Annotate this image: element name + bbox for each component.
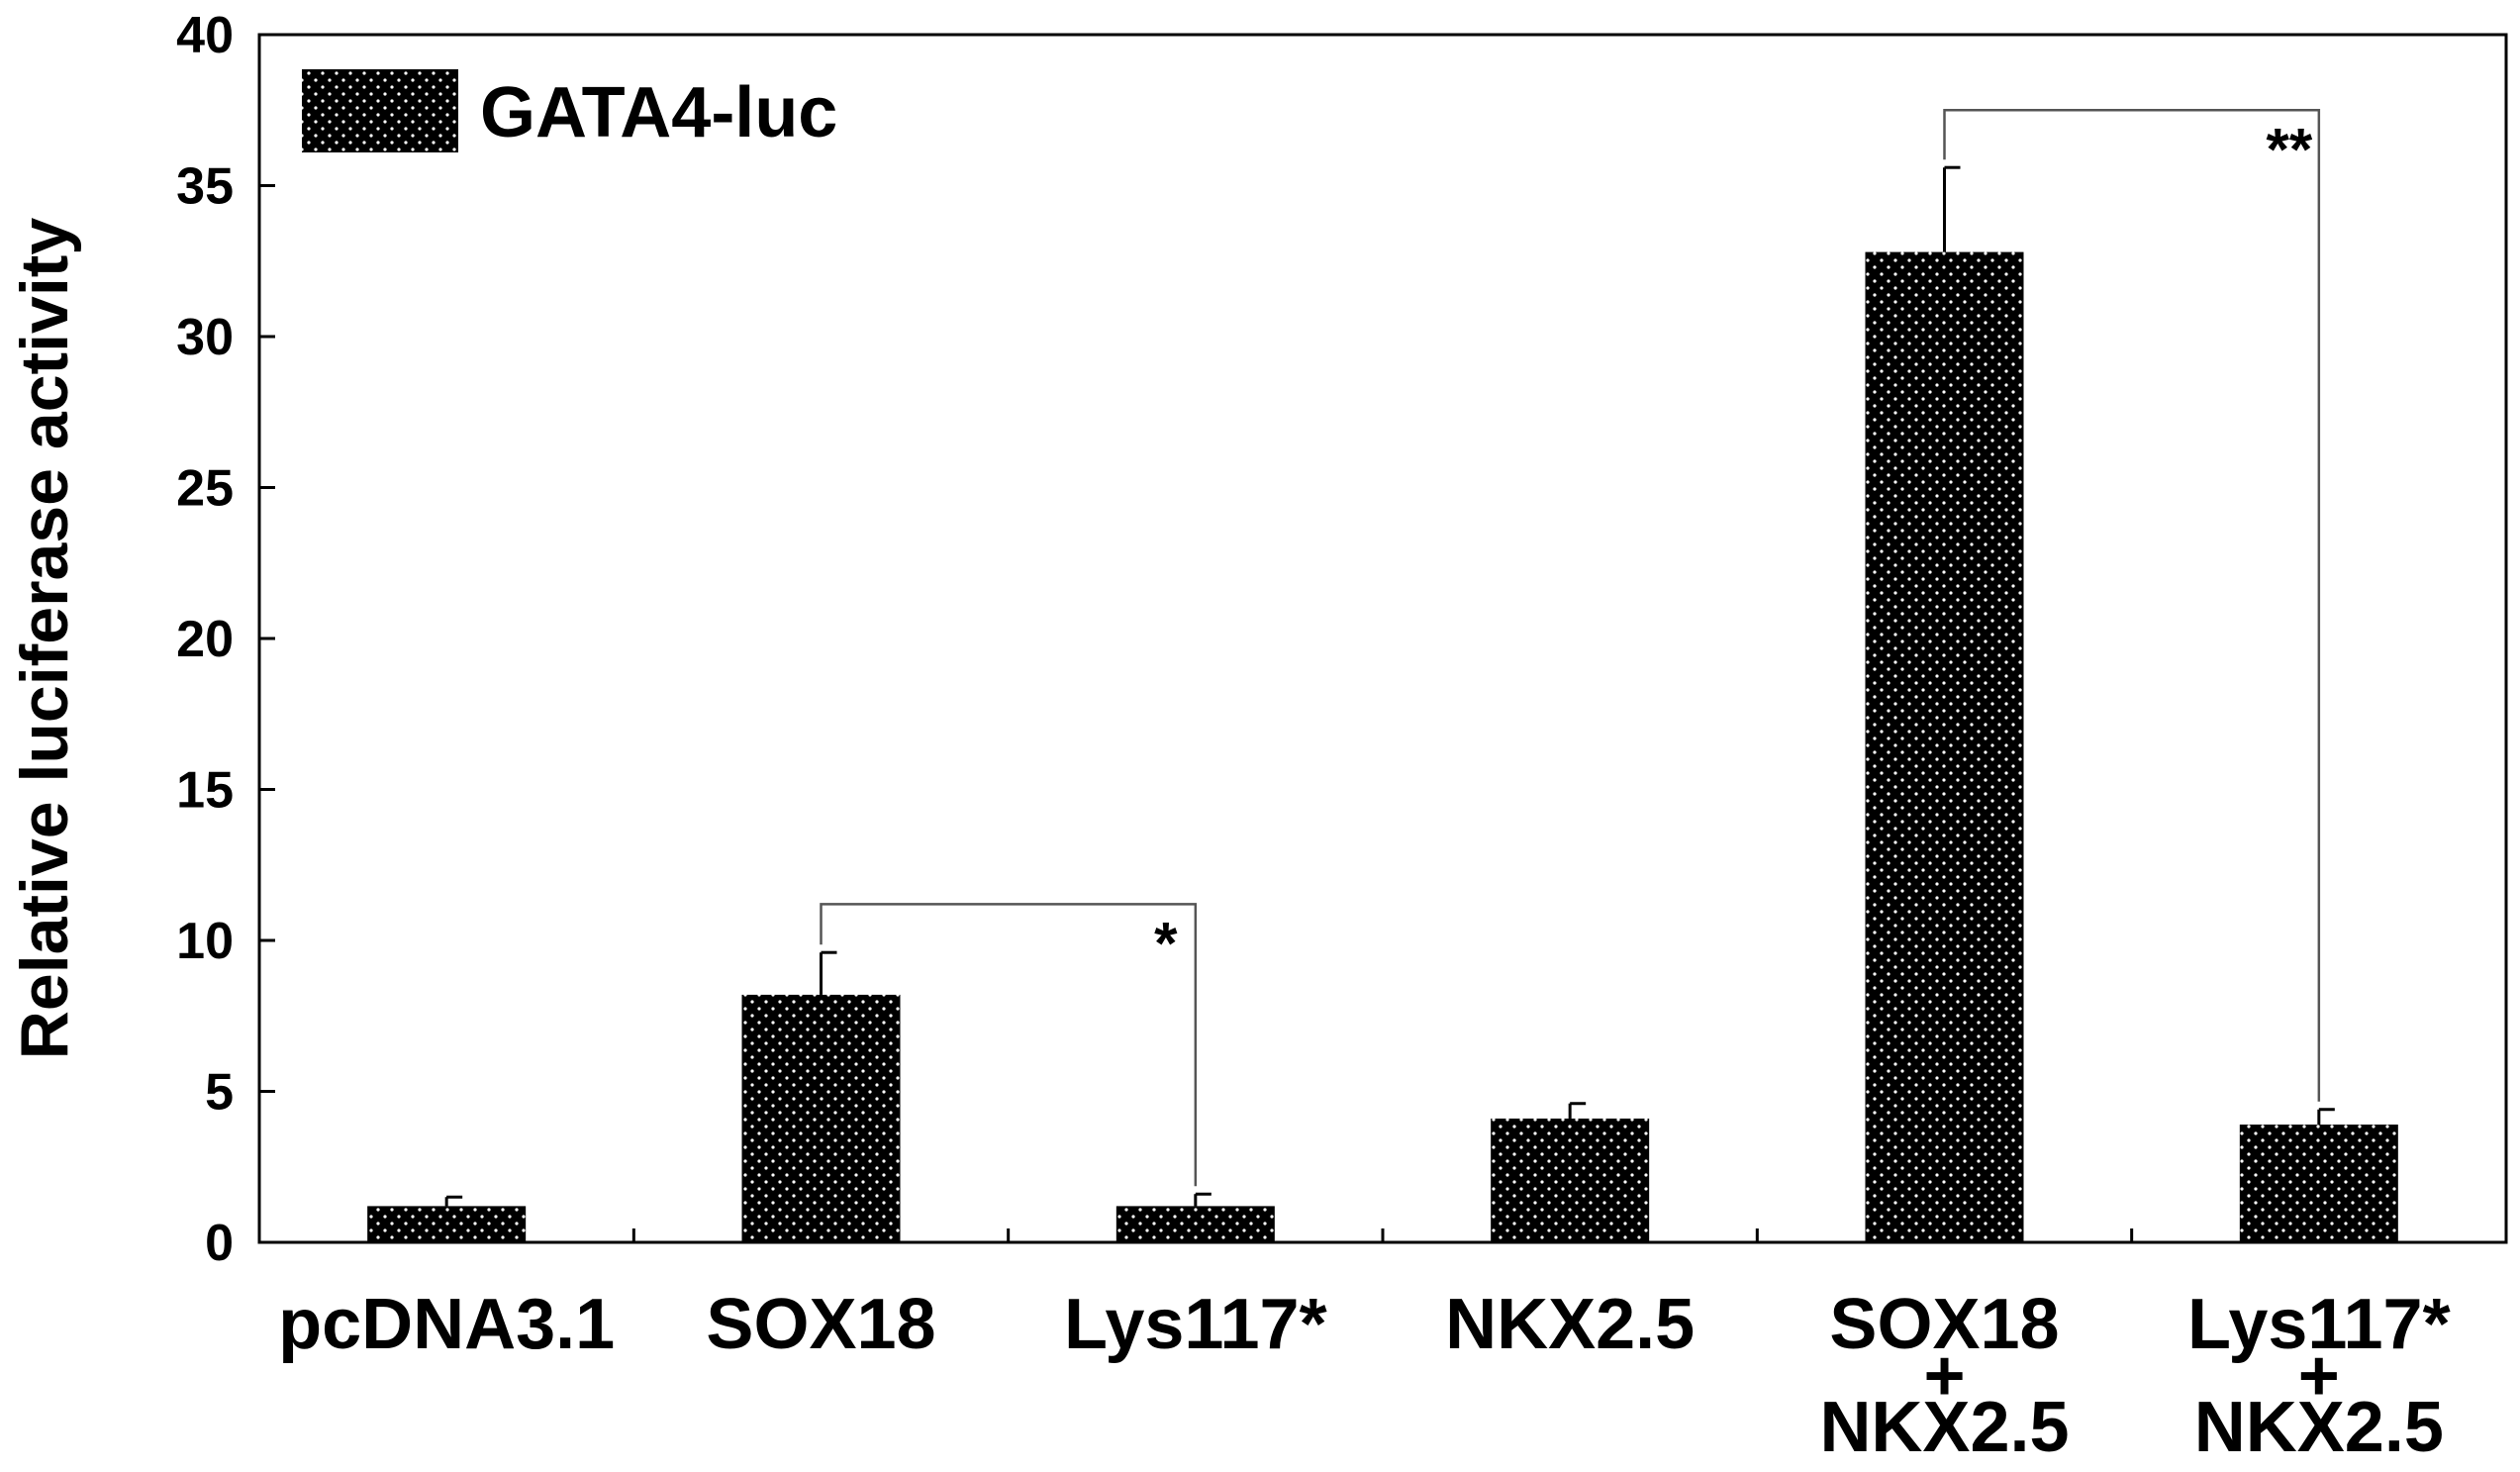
bar [1115,1206,1275,1242]
y-tick-label: 30 [176,309,234,366]
significance-label: ** [2266,116,2312,182]
y-axis-label: Relative luciferase activity [7,218,82,1060]
significance-brackets: *** [820,109,2321,1187]
bar [367,1206,527,1242]
significance-bracket [820,903,1198,1187]
y-tick-label: 15 [176,762,234,820]
x-tick-label: SOX18 [706,1285,935,1364]
y-tick-label: 25 [176,460,234,518]
x-tick-label: NKX2.5 [1819,1388,2069,1467]
y-tick-label: 10 [176,913,234,970]
x-tick-label: + [2298,1336,2340,1416]
bars [367,251,2398,1243]
significance-label: * [1154,910,1178,976]
significance-bracket [1943,109,2321,1102]
x-axis: pcDNA3.1 SOX18 Lys117* NKX2.5 SOX18+NKX2.5Ly… [278,1228,2451,1467]
legend: GATA4-luc [302,69,837,152]
legend-label: GATA4-luc [480,73,837,152]
error-bars [444,165,2335,1207]
x-tick-label: NKX2.5 [1445,1285,1695,1364]
x-tick-label: Lys117* [2187,1285,2451,1364]
bar [1865,251,2024,1243]
x-tick-label: + [1923,1336,1965,1416]
y-axis: 0 5 10 15 20 25 30 35 40 [176,7,275,1272]
bar [1491,1118,1650,1242]
y-tick-label: 5 [205,1064,234,1122]
y-tick-label: 0 [205,1215,234,1272]
y-tick-label: 40 [176,7,234,64]
plot-frame [257,33,2508,1244]
y-tick-label: 20 [176,611,234,668]
x-tick-label: Lys117* [1064,1285,1327,1364]
x-tick-label: pcDNA3.1 [278,1285,615,1364]
x-tick-label: SOX18 [1829,1285,2059,1364]
y-tick-label: 35 [176,158,234,216]
x-tick-label: NKX2.5 [2194,1388,2444,1467]
bar [741,994,901,1242]
legend-swatch [302,69,458,152]
bar [2239,1125,2398,1242]
